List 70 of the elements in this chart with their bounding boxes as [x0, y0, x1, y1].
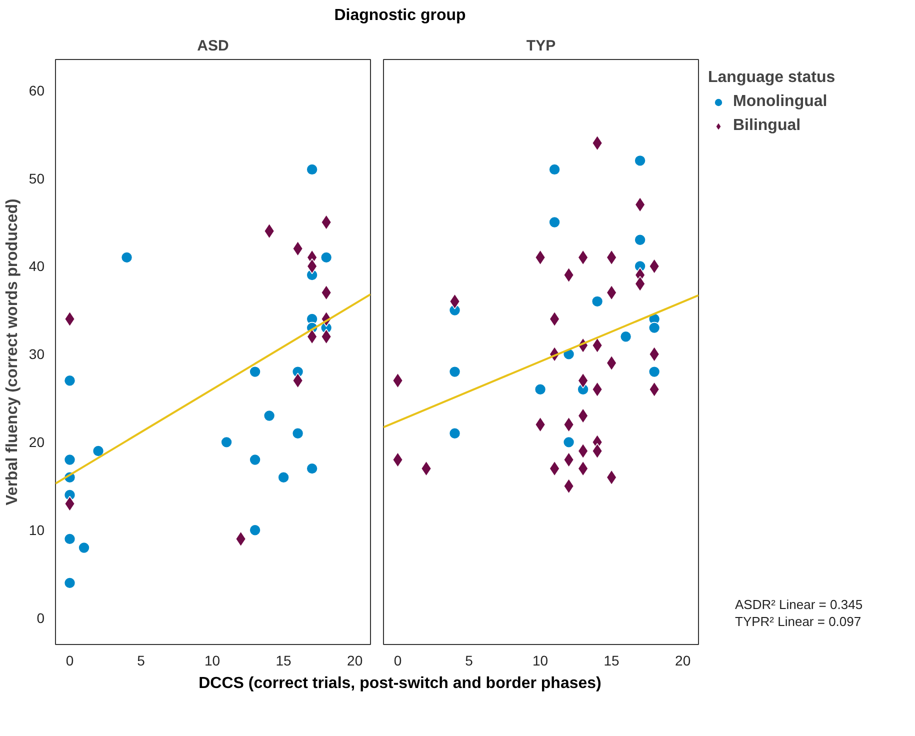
- point: [64, 577, 76, 589]
- point: [420, 460, 432, 476]
- point: [249, 366, 261, 378]
- chart-title: ASD: [197, 38, 229, 54]
- point: [534, 250, 546, 266]
- point: [448, 366, 461, 378]
- y-tick-label: 50: [28, 170, 45, 186]
- y-tick-label: 20: [28, 434, 45, 450]
- point: [249, 454, 261, 466]
- y-tick-label: 40: [28, 258, 45, 274]
- point: [220, 436, 232, 448]
- point: [563, 267, 574, 283]
- point: [78, 542, 90, 554]
- point: [591, 296, 604, 308]
- point: [648, 366, 660, 378]
- point: [592, 338, 603, 354]
- x-tick-label: 5: [137, 652, 146, 668]
- point: [320, 252, 332, 264]
- y-tick-label: 30: [28, 346, 45, 362]
- x-tick-label: 0: [394, 652, 402, 668]
- point: [278, 471, 290, 484]
- point: [64, 311, 76, 327]
- point: [64, 454, 76, 466]
- point: [235, 531, 246, 547]
- x-tick-label: 15: [604, 652, 620, 668]
- point: [92, 445, 104, 457]
- x-axis-title: DCCS (correct trials, post-switch and border phases): [198, 674, 602, 694]
- point: [306, 164, 318, 176]
- point: [620, 330, 632, 342]
- x-tick-label: 15: [276, 652, 292, 668]
- x-tick-label: 10: [532, 652, 548, 668]
- y-tick-label: 60: [28, 82, 45, 98]
- point: [634, 154, 646, 167]
- y-tick-label: 10: [28, 522, 45, 538]
- point: [292, 427, 304, 440]
- chart-title: TYP: [526, 38, 556, 54]
- point: [306, 462, 318, 474]
- point: [648, 322, 660, 334]
- point: [264, 223, 275, 239]
- chart-subtitle: Diagnostic group: [334, 6, 466, 26]
- point: [64, 533, 76, 545]
- point: [534, 384, 546, 396]
- legend-label: Bilingual: [733, 117, 801, 135]
- x-tick-label: 10: [204, 652, 220, 668]
- point: [634, 234, 646, 246]
- point: [449, 294, 460, 310]
- legend-label: Monolingual: [733, 93, 828, 111]
- point: [563, 416, 574, 432]
- point: [562, 436, 575, 448]
- point: [64, 374, 76, 386]
- text: TYPR² Linear = 0.097: [735, 614, 862, 629]
- point: [292, 372, 304, 388]
- point: [392, 372, 404, 388]
- text: ASDR² Linear = 0.345: [735, 597, 863, 612]
- point: [592, 135, 603, 151]
- point: [548, 216, 560, 228]
- point: [548, 164, 560, 176]
- point: [263, 410, 276, 422]
- x-tick-label: 20: [675, 652, 691, 668]
- point: [448, 427, 461, 440]
- legend-title: Language status: [708, 69, 836, 87]
- point: [120, 252, 133, 264]
- point: [592, 443, 603, 459]
- x-tick-label: 5: [465, 652, 474, 668]
- y-axis-title: Verbal fluency (correct words produced): [4, 198, 21, 506]
- x-tick-label: 20: [347, 652, 363, 668]
- point: [249, 524, 261, 536]
- point: [534, 416, 546, 432]
- x-tick-label: 0: [66, 652, 74, 668]
- y-tick-label: 0: [36, 610, 45, 626]
